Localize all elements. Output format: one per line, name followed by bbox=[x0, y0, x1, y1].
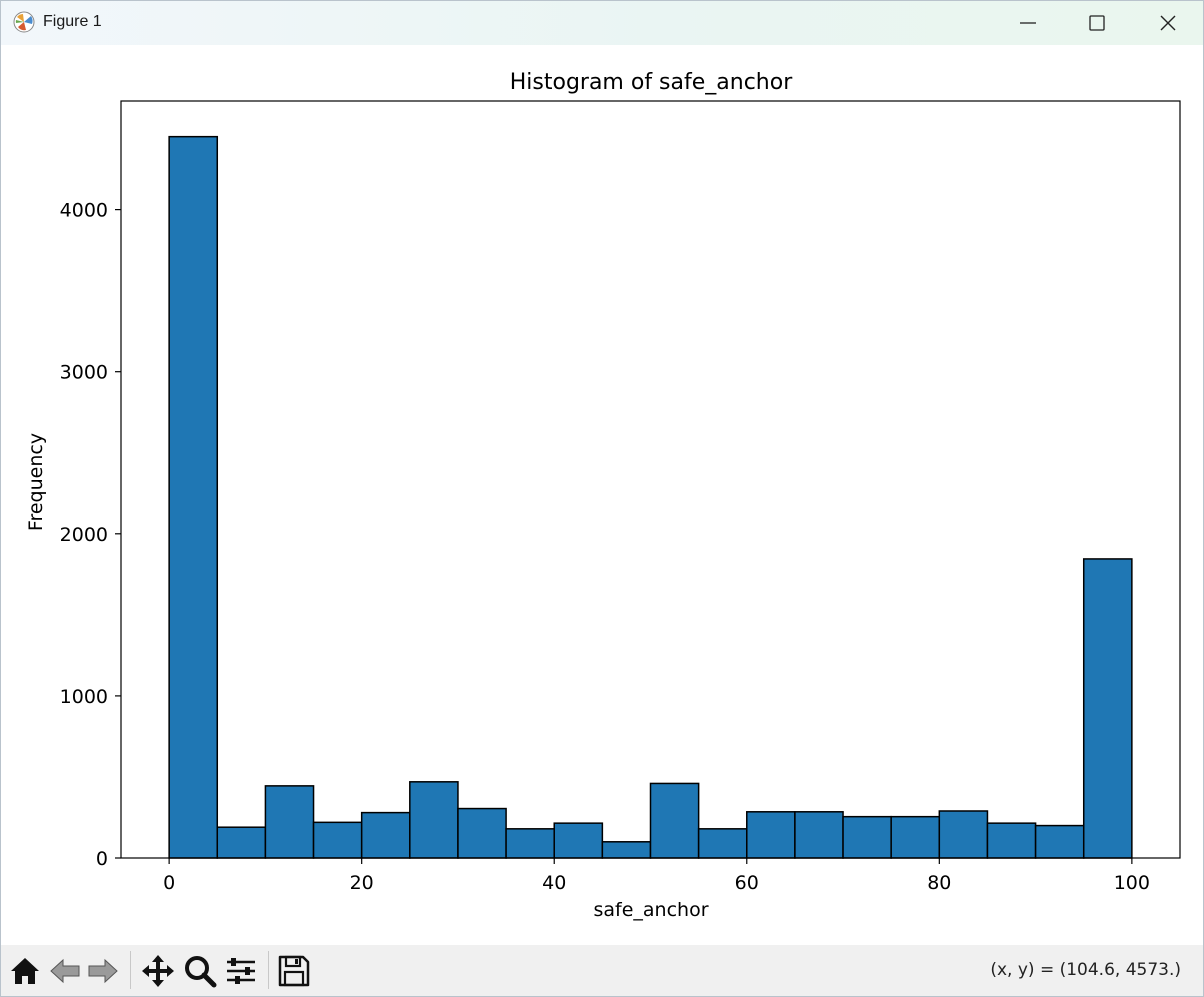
bars-group bbox=[168, 135, 1133, 859]
window-title: Figure 1 bbox=[43, 13, 102, 30]
y-tick-label: 2000 bbox=[60, 524, 108, 546]
histogram-bar bbox=[746, 811, 796, 859]
histogram-bar bbox=[794, 811, 844, 859]
forward-arrow-icon bbox=[88, 958, 118, 984]
histogram-bar bbox=[457, 807, 507, 859]
histogram-bar bbox=[1082, 558, 1133, 859]
histogram-bar bbox=[553, 822, 604, 859]
zoom-icon bbox=[185, 956, 217, 988]
histogram-bar bbox=[264, 785, 315, 859]
histogram-bar bbox=[938, 810, 989, 859]
histogram-bar bbox=[890, 815, 941, 859]
maximize-icon bbox=[1089, 15, 1105, 31]
y-axis-label: Frequency bbox=[25, 433, 47, 531]
x-tick-label: 80 bbox=[927, 872, 951, 894]
back-arrow-icon bbox=[50, 958, 80, 984]
plot-canvas[interactable]: Histogram of safe_anchor 0 20 40 60 80 100 0 1… bbox=[1, 45, 1203, 945]
y-tick-label: 4000 bbox=[60, 200, 108, 222]
forward-button[interactable] bbox=[85, 953, 121, 989]
close-icon bbox=[1160, 15, 1176, 31]
title-bar[interactable]: Figure 1 bbox=[1, 1, 1203, 45]
histogram-bar bbox=[697, 828, 748, 859]
home-button[interactable] bbox=[7, 953, 43, 989]
histogram-bar bbox=[360, 811, 411, 859]
configure-subplots-icon bbox=[227, 958, 255, 984]
y-tick-label: 1000 bbox=[60, 686, 108, 708]
pan-button[interactable] bbox=[140, 953, 176, 989]
histogram-chart: Histogram of safe_anchor 0 20 40 60 80 100 0 1… bbox=[25, 70, 1181, 921]
configure-subplots-button[interactable] bbox=[223, 953, 259, 989]
x-tick-label: 20 bbox=[350, 872, 374, 894]
histogram-bar bbox=[409, 781, 459, 859]
save-icon bbox=[278, 955, 310, 987]
x-tick-label: 100 bbox=[1114, 872, 1150, 894]
cursor-coordinates: (x, y) = (104.6, 4573.) bbox=[990, 960, 1181, 980]
maximize-button[interactable] bbox=[1063, 1, 1131, 45]
histogram-bar bbox=[505, 828, 555, 859]
histogram-bar bbox=[601, 841, 652, 859]
pan-icon bbox=[142, 955, 174, 987]
home-icon bbox=[11, 958, 39, 984]
histogram-bar bbox=[649, 782, 700, 859]
save-button[interactable] bbox=[276, 953, 312, 989]
histogram-bar bbox=[842, 815, 892, 859]
minimize-icon bbox=[1020, 22, 1036, 24]
y-tick-label: 3000 bbox=[60, 362, 108, 384]
toolbar-separator bbox=[268, 951, 269, 989]
matplotlib-icon bbox=[13, 11, 35, 33]
y-tick-label: 0 bbox=[96, 848, 108, 870]
histogram-bar bbox=[312, 821, 363, 859]
close-button[interactable] bbox=[1134, 1, 1202, 45]
x-ticks-group: 0 20 40 60 80 100 bbox=[163, 858, 1150, 894]
y-ticks-group: 0 1000 2000 3000 4000 bbox=[60, 200, 121, 870]
x-tick-label: 60 bbox=[735, 872, 759, 894]
x-axis-label: safe_anchor bbox=[593, 899, 708, 921]
minimize-button[interactable] bbox=[994, 1, 1062, 45]
back-button[interactable] bbox=[47, 953, 83, 989]
navigation-toolbar: (x, y) = (104.6, 4573.) bbox=[1, 945, 1203, 996]
x-tick-label: 0 bbox=[163, 872, 175, 894]
histogram-bar bbox=[986, 822, 1037, 859]
toolbar-separator bbox=[130, 951, 131, 989]
axes-frame bbox=[120, 100, 1181, 859]
zoom-button[interactable] bbox=[182, 953, 218, 989]
histogram-bar bbox=[1034, 824, 1085, 859]
histogram-bar bbox=[216, 826, 267, 859]
chart-title: Histogram of safe_anchor bbox=[510, 70, 793, 95]
x-tick-label: 40 bbox=[542, 872, 566, 894]
histogram-bar bbox=[168, 135, 219, 859]
